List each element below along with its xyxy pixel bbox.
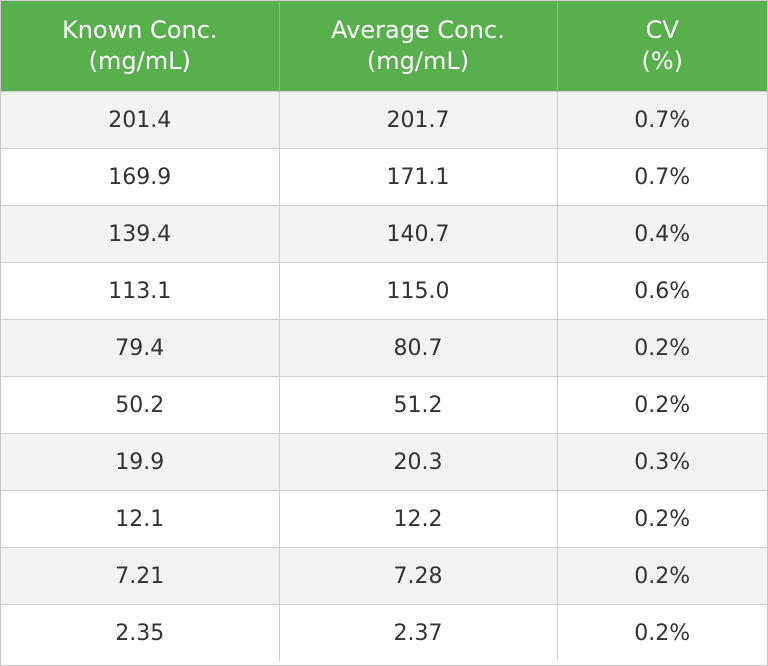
header-average-conc: Average Conc. (mg/mL) (278, 1, 558, 92)
header-known-conc-unit: (mg/mL) (88, 47, 191, 75)
table-row: 79.4 80.7 0.2% (1, 319, 767, 377)
cell-cv: 0.2% (556, 490, 767, 548)
table-row: 113.1 115.0 0.6% (1, 262, 767, 320)
cell-known-conc: 169.9 (1, 148, 280, 206)
cell-cv: 0.7% (556, 148, 767, 206)
table-row: 2.35 2.37 0.2% (1, 604, 767, 661)
table-row: 50.2 51.2 0.2% (1, 376, 767, 434)
cell-average-conc: 115.0 (278, 262, 558, 320)
cell-known-conc: 79.4 (1, 319, 280, 377)
header-row: Known Conc. (mg/mL) Average Conc. (mg/mL… (1, 1, 767, 92)
cell-cv: 0.6% (556, 262, 767, 320)
cell-known-conc: 113.1 (1, 262, 280, 320)
cell-known-conc: 201.4 (1, 91, 280, 149)
cell-known-conc: 139.4 (1, 205, 280, 263)
cell-average-conc: 171.1 (278, 148, 558, 206)
cell-average-conc: 12.2 (278, 490, 558, 548)
table-body: 201.4 201.7 0.7% 169.9 171.1 0.7% 139.4 … (1, 91, 767, 661)
table-row: 19.9 20.3 0.3% (1, 433, 767, 491)
cell-cv: 0.4% (556, 205, 767, 263)
cell-average-conc: 51.2 (278, 376, 558, 434)
cell-known-conc: 19.9 (1, 433, 280, 491)
header-average-conc-unit: (mg/mL) (366, 47, 470, 75)
cell-known-conc: 50.2 (1, 376, 280, 434)
cell-cv: 0.2% (556, 376, 767, 434)
table-row: 7.21 7.28 0.2% (1, 547, 767, 605)
cell-average-conc: 20.3 (278, 433, 558, 491)
cell-known-conc: 12.1 (1, 490, 280, 548)
header-cv-title: CV (645, 16, 679, 44)
header-cv-unit: (%) (641, 47, 684, 75)
cell-average-conc: 2.37 (278, 604, 558, 661)
table-row: 201.4 201.7 0.7% (1, 91, 767, 149)
table-row: 12.1 12.2 0.2% (1, 490, 767, 548)
cell-average-conc: 7.28 (278, 547, 558, 605)
cell-known-conc: 7.21 (1, 547, 280, 605)
cell-known-conc: 2.35 (1, 604, 280, 661)
cell-average-conc: 201.7 (278, 91, 558, 149)
header-known-conc: Known Conc. (mg/mL) (1, 1, 280, 92)
cell-cv: 0.2% (556, 547, 767, 605)
table-row: 169.9 171.1 0.7% (1, 148, 767, 206)
cell-average-conc: 80.7 (278, 319, 558, 377)
cell-cv: 0.2% (556, 604, 767, 661)
cell-cv: 0.3% (556, 433, 767, 491)
header-known-conc-title: Known Conc. (61, 16, 218, 44)
header-cv: CV (%) (556, 1, 767, 92)
table-row: 139.4 140.7 0.4% (1, 205, 767, 263)
header-average-conc-title: Average Conc. (331, 16, 505, 44)
cell-cv: 0.2% (556, 319, 767, 377)
table-header: Known Conc. (mg/mL) Average Conc. (mg/mL… (1, 1, 767, 92)
cell-average-conc: 140.7 (278, 205, 558, 263)
cell-cv: 0.7% (556, 91, 767, 149)
